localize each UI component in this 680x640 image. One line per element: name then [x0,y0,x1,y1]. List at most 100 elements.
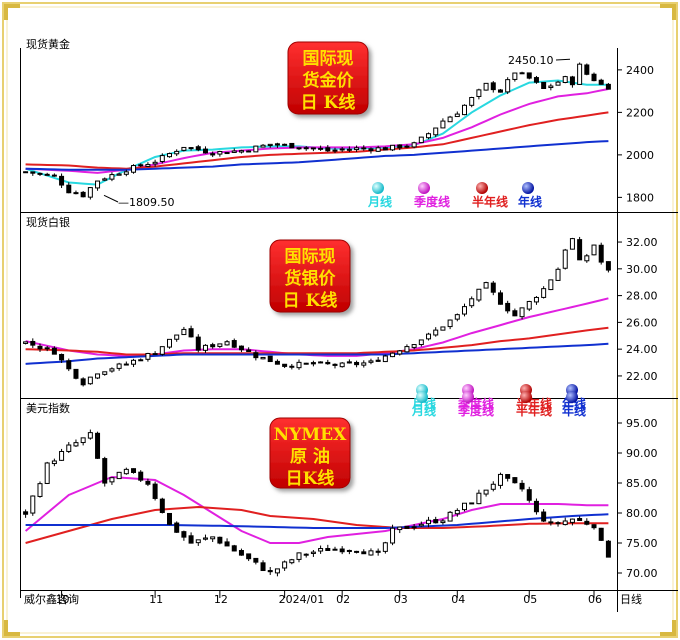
candle [260,144,266,148]
candle [548,279,554,291]
candle [462,502,467,512]
candle [188,532,194,544]
candle [159,497,165,514]
candle [339,362,345,368]
candle [66,442,72,454]
badge-line: 原 油 [290,446,330,467]
candle [167,152,172,158]
candle [526,486,532,503]
period-label: 日线 [620,592,642,606]
panel-title: 美元指数 [26,401,70,415]
candle [231,544,237,552]
candle [202,146,208,154]
candle [591,524,597,530]
y-tick-label: 90.00 [626,447,658,460]
candle [217,536,223,545]
candle [490,81,496,93]
candle [476,489,482,505]
candle [346,146,352,153]
candle [238,548,244,556]
candle [382,146,388,151]
candle [354,360,360,368]
candle [274,568,280,577]
candle [303,146,309,151]
legend-label: 年线 [562,403,586,418]
candle [238,345,244,353]
candle [390,524,396,546]
candle [167,512,172,526]
candle [433,327,439,337]
candle [440,518,446,525]
candle [469,296,475,308]
ma-half-year-line [25,505,609,544]
candle [66,182,72,194]
candle [533,296,539,305]
candle [109,367,115,373]
y-tick-label: 26.00 [626,316,658,329]
candle [51,458,57,467]
candle [490,481,496,492]
candle [188,147,194,151]
candle [238,149,244,154]
candle [44,172,50,176]
candle [605,261,611,273]
candle [382,354,388,363]
legend-marker [476,182,488,194]
candle [145,352,151,362]
candle [447,115,453,123]
candle [426,332,432,341]
legend-marker [522,182,534,194]
candle [541,81,547,89]
candle [145,478,151,487]
candle [325,359,331,365]
candle [426,516,432,528]
candle [584,253,590,263]
candle [289,142,295,149]
x-tick-label: 10 [56,593,70,606]
legend-marker [520,391,532,403]
candle [116,471,122,480]
x-tick-label: 11 [149,593,163,606]
candle [332,363,338,369]
candle [440,326,446,331]
candle [433,127,439,138]
legend: 月线 季度线 半年线 年线 [367,182,542,209]
y-tick-label: 70.00 [626,567,658,580]
candle [318,361,324,364]
badge-line: 货金价 [303,70,355,91]
candle [123,467,129,475]
candle [102,456,108,487]
badge-line: 国际现 [303,49,354,69]
candle [555,521,561,527]
y-tick-label: 80.00 [626,507,658,520]
y-tick-label: 2400 [626,64,654,77]
legend: 月线 季度线 半年线 年线 [411,384,586,411]
candle [181,530,187,541]
candle [253,145,259,153]
candle [202,344,208,353]
candle [95,180,101,191]
candle [51,346,57,355]
chart-panel-1: 现货黄金 2400 2200 2000 1800 2450.10 —1809.50 国际现货金… [23,37,654,209]
candle [303,553,309,558]
source-label: 威尔鑫咨询 [24,592,79,606]
candle [411,141,417,149]
candle [483,281,489,289]
candle [483,489,489,497]
y-tick-label: 1800 [626,191,654,204]
ma-year-line [25,342,609,365]
candle [181,326,187,336]
candle [44,345,50,352]
candle [569,75,575,88]
candle [267,143,273,148]
candle [224,152,230,155]
candle [59,448,65,461]
candle [123,169,129,177]
candle [325,145,331,153]
candle [562,248,568,270]
candle [418,339,424,347]
candle [80,191,86,198]
candle [188,325,194,338]
